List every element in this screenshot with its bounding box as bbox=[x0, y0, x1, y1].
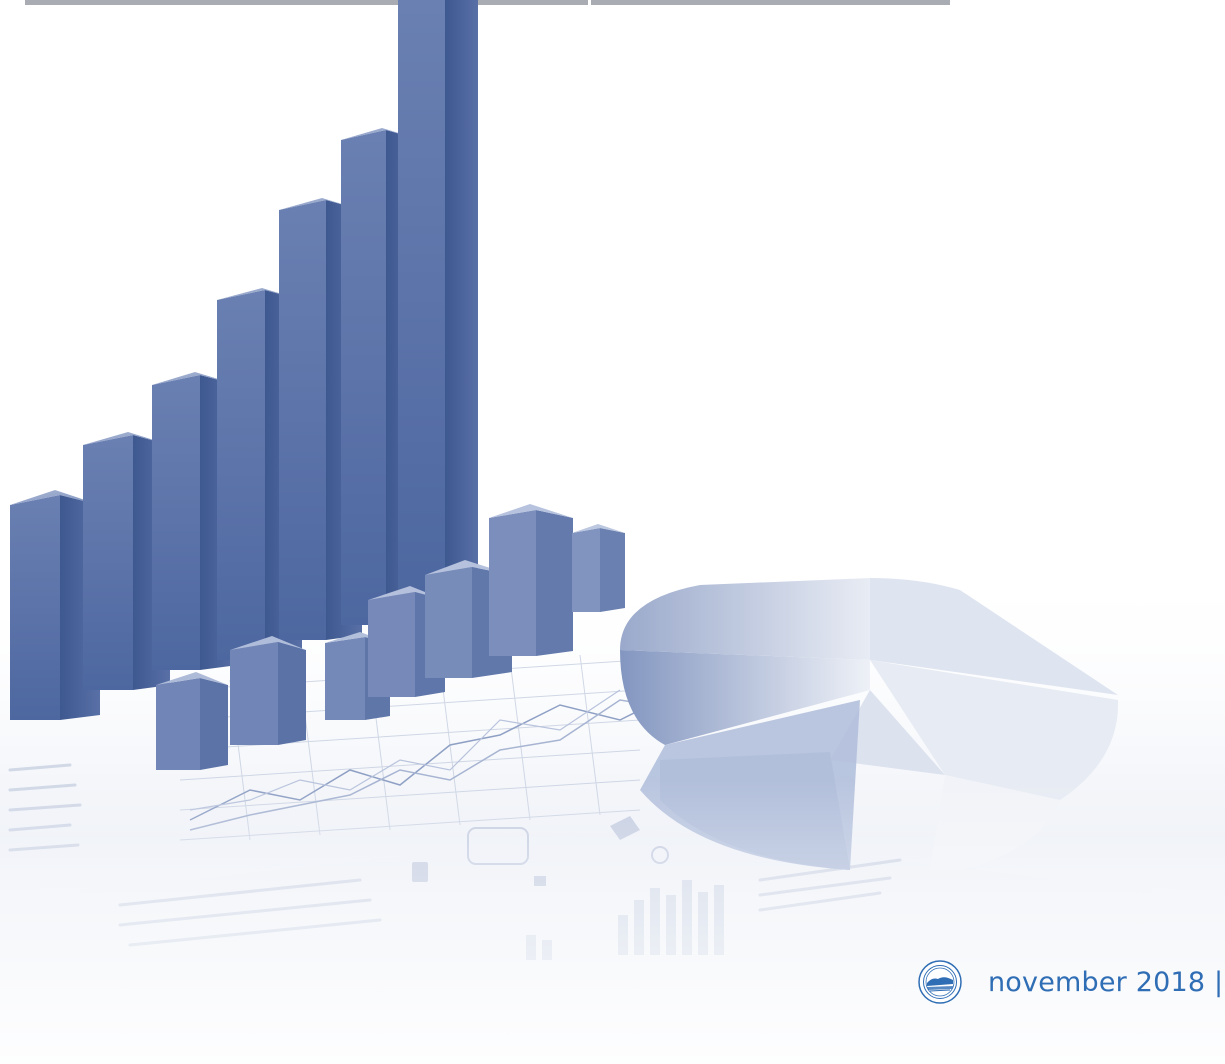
cover-footer: november 2018 | bbox=[918, 958, 1223, 1006]
publication-date: november 2018 | bbox=[988, 966, 1224, 998]
state-seal-icon bbox=[918, 960, 962, 1004]
bar-row-back bbox=[10, 0, 478, 720]
bar-row-front bbox=[156, 504, 625, 770]
top-rule-left bbox=[25, 0, 588, 5]
top-rule-right bbox=[591, 0, 950, 5]
bottom-fade bbox=[0, 780, 1225, 1064]
